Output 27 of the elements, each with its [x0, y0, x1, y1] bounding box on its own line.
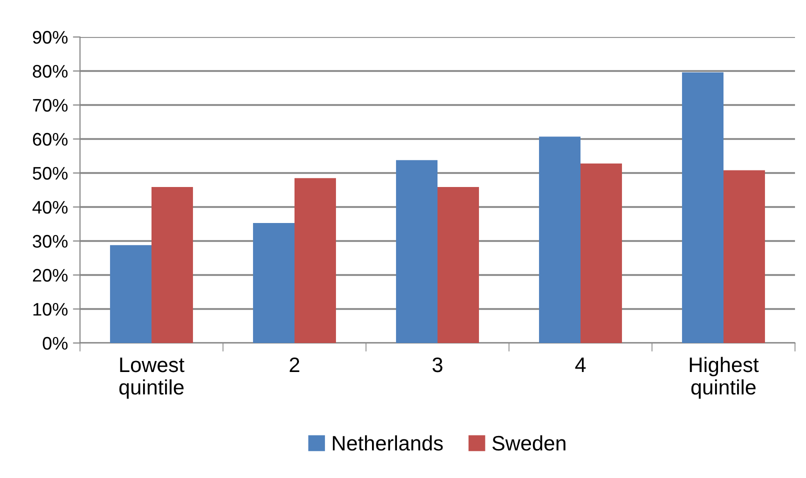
y-tick-label: 0%	[42, 336, 68, 350]
bar	[539, 136, 580, 343]
bar	[396, 160, 438, 343]
y-tick-label: 50%	[32, 166, 68, 180]
y-tick-label: 60%	[32, 132, 68, 146]
y-tick-label: 20%	[32, 268, 68, 282]
y-tick-label: 70%	[32, 98, 68, 112]
bar	[253, 222, 294, 343]
bar	[682, 72, 724, 343]
y-tick-label: 40%	[32, 200, 68, 214]
x-tick-label: 2	[290, 357, 300, 372]
bar	[580, 163, 622, 343]
y-tick-label: 30%	[32, 234, 68, 248]
y-tick-label: 10%	[33, 302, 68, 316]
x-tick-label: 3	[432, 357, 442, 372]
legend-label: Sweden	[492, 435, 566, 451]
y-tick-label: 90%	[32, 30, 68, 44]
x-tick-label: Highest quintile	[690, 356, 759, 399]
y-tick-label: 80%	[32, 64, 68, 78]
bar	[438, 186, 479, 343]
bar	[724, 170, 765, 343]
bar	[294, 178, 336, 343]
legend-label: Netherlands	[332, 435, 443, 451]
x-tick-label: 4	[575, 358, 586, 372]
x-tick-label: Lowest quintile	[119, 358, 184, 399]
bar	[152, 186, 193, 343]
bar	[110, 245, 152, 343]
